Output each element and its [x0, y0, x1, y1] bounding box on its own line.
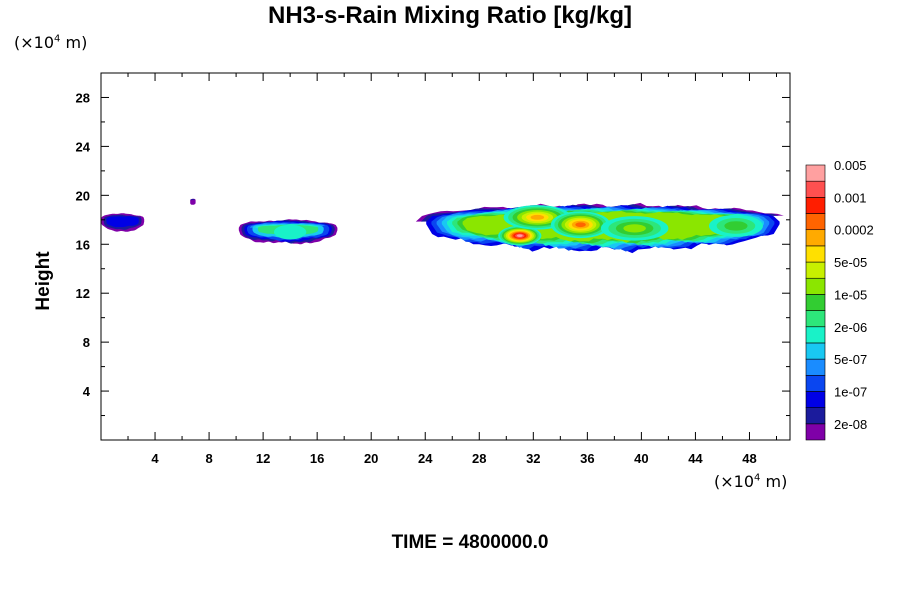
colorbar-swatch — [805, 164, 826, 182]
contour-core — [530, 214, 545, 220]
y-tick-label: 24 — [76, 139, 91, 154]
x-axis: 4 8 12 16 20 24 28 32 36 40 44 48 — [127, 73, 777, 466]
x-unit-prefix: (×10 — [714, 472, 755, 491]
colorbar-swatch — [805, 310, 826, 328]
x-tick-label: 44 — [688, 451, 703, 466]
y-unit-prefix: (×10 — [14, 33, 55, 52]
colorbar-swatch — [805, 180, 826, 198]
colorbar-label: 0.001 — [834, 190, 867, 205]
colorbar-swatch — [805, 229, 826, 247]
colorbar-swatch — [805, 294, 826, 311]
x-tick-label: 36 — [580, 451, 594, 466]
contour-region — [190, 198, 196, 205]
colorbar-label: 2e-06 — [834, 320, 867, 335]
y-tick-label: 8 — [83, 335, 90, 350]
y-tick-label: 28 — [76, 90, 90, 105]
contour-core — [724, 221, 748, 231]
x-tick-label: 4 — [151, 451, 159, 466]
colorbar-label: 1e-05 — [834, 287, 867, 302]
time-label: TIME = 4800000.0 — [391, 532, 549, 553]
colorbar-swatch — [805, 407, 826, 425]
colorbar: 2e-08 1e-07 5e-07 2e-06 1e-05 5e-05 0.0002 0.00… — [805, 158, 874, 441]
colorbar-swatch — [805, 261, 826, 279]
colorbar-label: 1e-07 — [834, 384, 867, 399]
x-unit-exponent: 4 — [754, 472, 761, 484]
colorbar-swatch — [805, 374, 826, 392]
colorbar-swatch — [805, 358, 826, 376]
colorbar-label: 2e-08 — [834, 417, 867, 432]
y-tick-label: 20 — [76, 188, 90, 203]
contour-region — [190, 199, 195, 201]
colorbar-swatch — [805, 213, 826, 231]
colorbar-swatch — [805, 342, 826, 360]
contour-region — [106, 216, 139, 228]
contour-core — [273, 224, 307, 240]
y-tick-label: 16 — [76, 237, 90, 252]
x-tick-label: 8 — [205, 451, 212, 466]
y-axis: 4 8 12 16 20 24 28 — [76, 90, 790, 417]
x-tick-label: 20 — [364, 451, 378, 466]
y-unit-suffix: m) — [60, 33, 88, 52]
plot-field — [101, 198, 784, 254]
colorbar-swatch — [805, 423, 826, 441]
colorbar-swatch — [805, 391, 826, 408]
contour-core — [575, 222, 586, 228]
x-tick-label: 28 — [472, 451, 486, 466]
y-tick-label: 12 — [76, 286, 90, 301]
x-tick-label: 48 — [742, 451, 756, 466]
colorbar-swatch — [805, 277, 826, 295]
x-tick-label: 40 — [634, 451, 648, 466]
x-tick-label: 24 — [418, 451, 433, 466]
contour-core — [516, 234, 523, 237]
colorbar-swatch — [805, 197, 826, 214]
colorbar-swatch — [805, 326, 826, 344]
colorbar-label: 5e-07 — [834, 352, 867, 367]
colorbar-label: 0.005 — [834, 158, 867, 173]
plot-frame — [100, 72, 791, 441]
x-tick-label: 12 — [256, 451, 270, 466]
colorbar-label: 5e-05 — [834, 255, 867, 270]
x-tick-label: 32 — [526, 451, 540, 466]
y-tick-label: 4 — [83, 384, 91, 399]
x-tick-label: 16 — [310, 451, 324, 466]
x-unit-suffix: m) — [760, 472, 788, 491]
chart-title: NH3-s-Rain Mixing Ratio [kg/kg] — [267, 2, 633, 29]
colorbar-label: 0.0002 — [834, 223, 874, 238]
x-unit-label: (×104 m) — [714, 472, 787, 491]
colorbar-swatch — [805, 245, 826, 263]
y-unit-exponent: 4 — [54, 33, 61, 45]
contour-core — [623, 224, 646, 233]
y-unit-label: (×104 m) — [14, 33, 87, 52]
